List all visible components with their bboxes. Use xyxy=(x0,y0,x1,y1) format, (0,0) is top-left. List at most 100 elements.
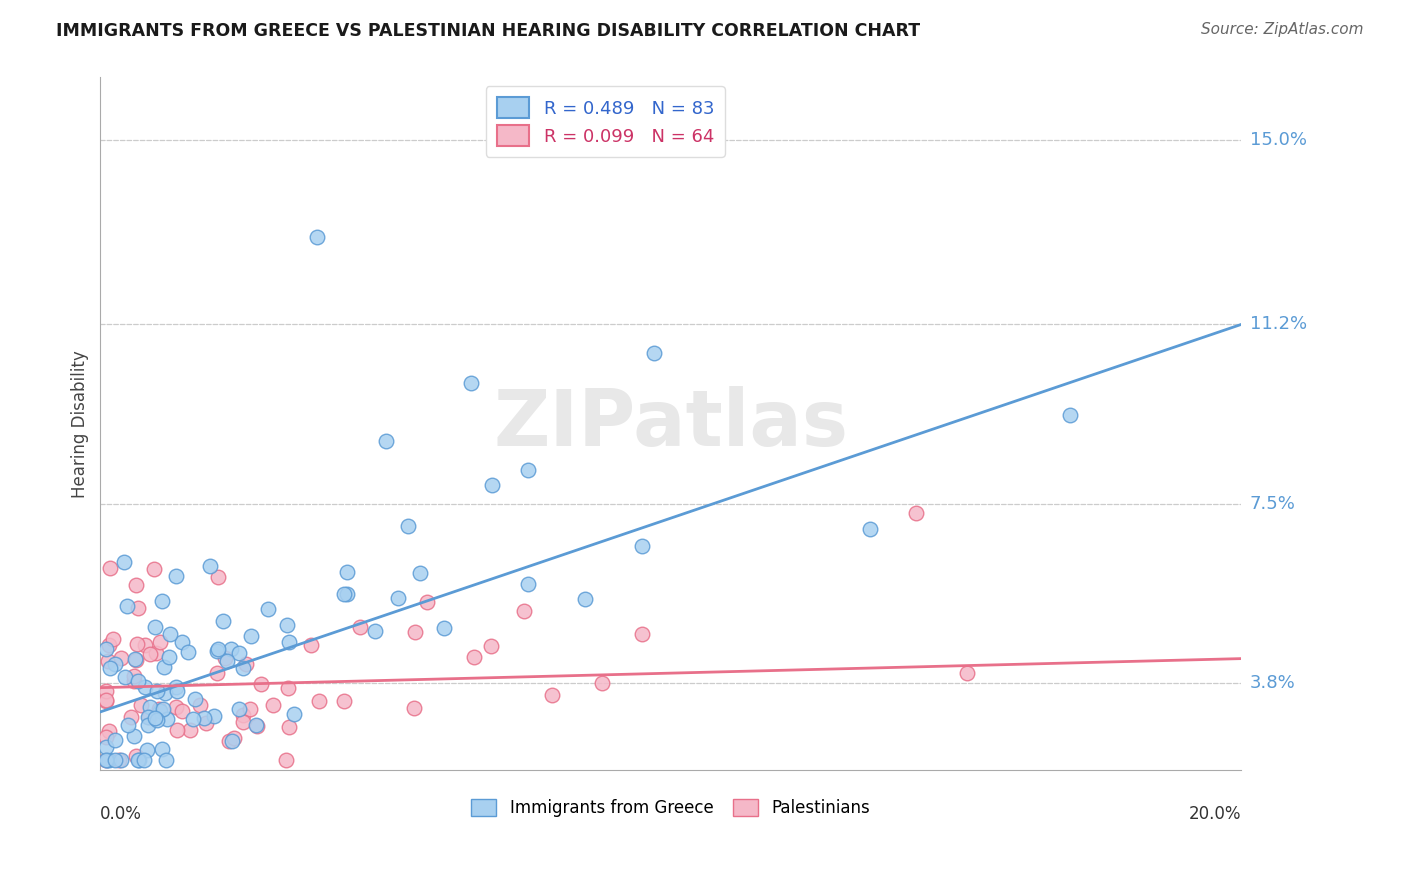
Point xyxy=(127,753,149,767)
Point xyxy=(631,627,654,641)
Point xyxy=(97,753,120,767)
Text: 20.0%: 20.0% xyxy=(1188,805,1241,822)
Point xyxy=(125,653,148,667)
Point xyxy=(333,694,356,708)
Point xyxy=(165,680,187,694)
Point xyxy=(94,684,117,698)
Point xyxy=(416,595,439,609)
Point xyxy=(387,591,409,605)
Text: 3.8%: 3.8% xyxy=(1250,673,1295,692)
Point xyxy=(110,753,132,767)
Point xyxy=(463,650,485,665)
Point xyxy=(214,651,236,665)
Point xyxy=(176,645,198,659)
Point xyxy=(308,693,330,707)
Point xyxy=(150,594,173,608)
Point xyxy=(108,753,131,767)
Point xyxy=(153,686,176,700)
Point xyxy=(207,570,229,584)
Point xyxy=(98,639,121,653)
Point xyxy=(232,707,254,722)
Point xyxy=(591,675,613,690)
Point xyxy=(104,733,127,747)
Text: Source: ZipAtlas.com: Source: ZipAtlas.com xyxy=(1201,22,1364,37)
Point xyxy=(94,753,117,767)
Point xyxy=(155,753,177,767)
Point xyxy=(136,743,159,757)
Point xyxy=(205,665,228,680)
Text: 7.5%: 7.5% xyxy=(1250,495,1295,513)
Point xyxy=(136,717,159,731)
Point xyxy=(188,698,211,712)
Point xyxy=(246,718,269,732)
Point xyxy=(165,700,187,714)
Point xyxy=(207,642,229,657)
Point xyxy=(307,230,329,244)
Point xyxy=(336,587,359,601)
Point xyxy=(134,680,156,694)
Point xyxy=(859,522,882,536)
Point xyxy=(143,620,166,634)
Point xyxy=(124,652,146,666)
Point xyxy=(94,692,117,706)
Point xyxy=(239,629,262,643)
Point xyxy=(120,709,142,723)
Point xyxy=(205,644,228,658)
Point xyxy=(98,561,121,575)
Point xyxy=(103,632,125,646)
Point xyxy=(110,651,132,665)
Point xyxy=(409,566,432,580)
Point xyxy=(276,618,298,632)
Point xyxy=(211,614,233,628)
Point xyxy=(218,734,240,748)
Point xyxy=(159,626,181,640)
Point xyxy=(94,694,117,708)
Point xyxy=(332,587,354,601)
Point xyxy=(283,706,305,721)
Point xyxy=(643,346,665,360)
Point xyxy=(94,642,117,657)
Point xyxy=(245,718,267,732)
Point xyxy=(219,641,242,656)
Point xyxy=(122,730,145,744)
Point xyxy=(232,661,254,675)
Point xyxy=(156,712,179,726)
Point xyxy=(404,625,426,640)
Point xyxy=(193,710,215,724)
Point xyxy=(278,720,301,734)
Point xyxy=(146,713,169,727)
Point xyxy=(104,753,127,767)
Point xyxy=(228,646,250,660)
Point xyxy=(200,559,222,574)
Point xyxy=(138,710,160,724)
Text: IMMIGRANTS FROM GREECE VS PALESTINIAN HEARING DISABILITY CORRELATION CHART: IMMIGRANTS FROM GREECE VS PALESTINIAN HE… xyxy=(56,22,921,40)
Point xyxy=(905,506,928,520)
Text: 15.0%: 15.0% xyxy=(1250,131,1306,149)
Point xyxy=(228,702,250,716)
Point xyxy=(183,691,205,706)
Point xyxy=(138,647,160,661)
Point xyxy=(124,669,146,683)
Point xyxy=(433,621,456,635)
Point xyxy=(127,674,149,689)
Point xyxy=(117,718,139,732)
Point xyxy=(238,702,260,716)
Y-axis label: Hearing Disability: Hearing Disability xyxy=(72,350,89,498)
Point xyxy=(517,463,540,477)
Point xyxy=(172,704,194,718)
Point xyxy=(481,477,503,491)
Point xyxy=(631,539,654,553)
Point xyxy=(145,711,167,725)
Point xyxy=(517,576,540,591)
Point xyxy=(148,701,170,715)
Point xyxy=(256,602,278,616)
Point xyxy=(94,740,117,755)
Point xyxy=(181,713,204,727)
Point xyxy=(166,683,188,698)
Point xyxy=(479,639,502,653)
Point xyxy=(127,601,149,615)
Point xyxy=(336,565,359,579)
Point xyxy=(235,657,257,671)
Point xyxy=(278,635,301,649)
Point xyxy=(138,700,160,714)
